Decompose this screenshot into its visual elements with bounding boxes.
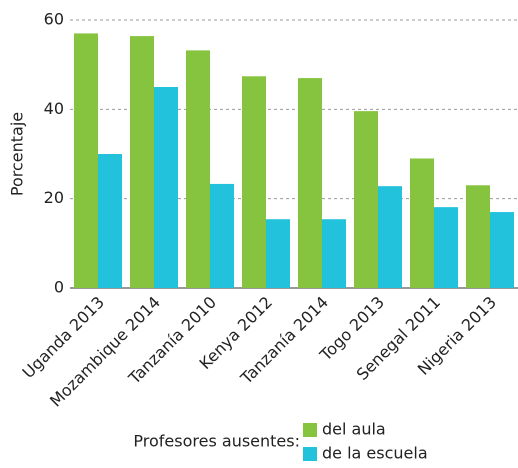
bar — [154, 87, 178, 288]
legend-swatch — [303, 447, 317, 461]
bar — [490, 212, 514, 288]
y-tick-label: 60 — [44, 10, 64, 29]
bar — [354, 111, 378, 289]
bar — [322, 219, 346, 288]
legend-label: de la escuela — [322, 444, 428, 463]
bar — [186, 50, 210, 288]
bar — [266, 219, 290, 288]
y-axis-label: Porcentaje — [8, 112, 27, 196]
y-tick-label: 0 — [54, 278, 64, 297]
bar — [410, 158, 434, 288]
bar — [74, 33, 98, 289]
bar — [242, 76, 266, 288]
legend-swatch — [303, 423, 317, 437]
legend-title: Profesores ausentes: — [133, 432, 300, 451]
legend-label: del aula — [322, 420, 386, 439]
y-tick-label: 40 — [44, 99, 64, 118]
bar — [130, 36, 154, 288]
bar — [298, 78, 322, 288]
bar — [434, 207, 458, 288]
y-tick-label: 20 — [44, 188, 64, 207]
bar — [466, 185, 490, 288]
bar — [98, 154, 122, 288]
bar — [210, 183, 234, 288]
bar — [378, 186, 402, 288]
